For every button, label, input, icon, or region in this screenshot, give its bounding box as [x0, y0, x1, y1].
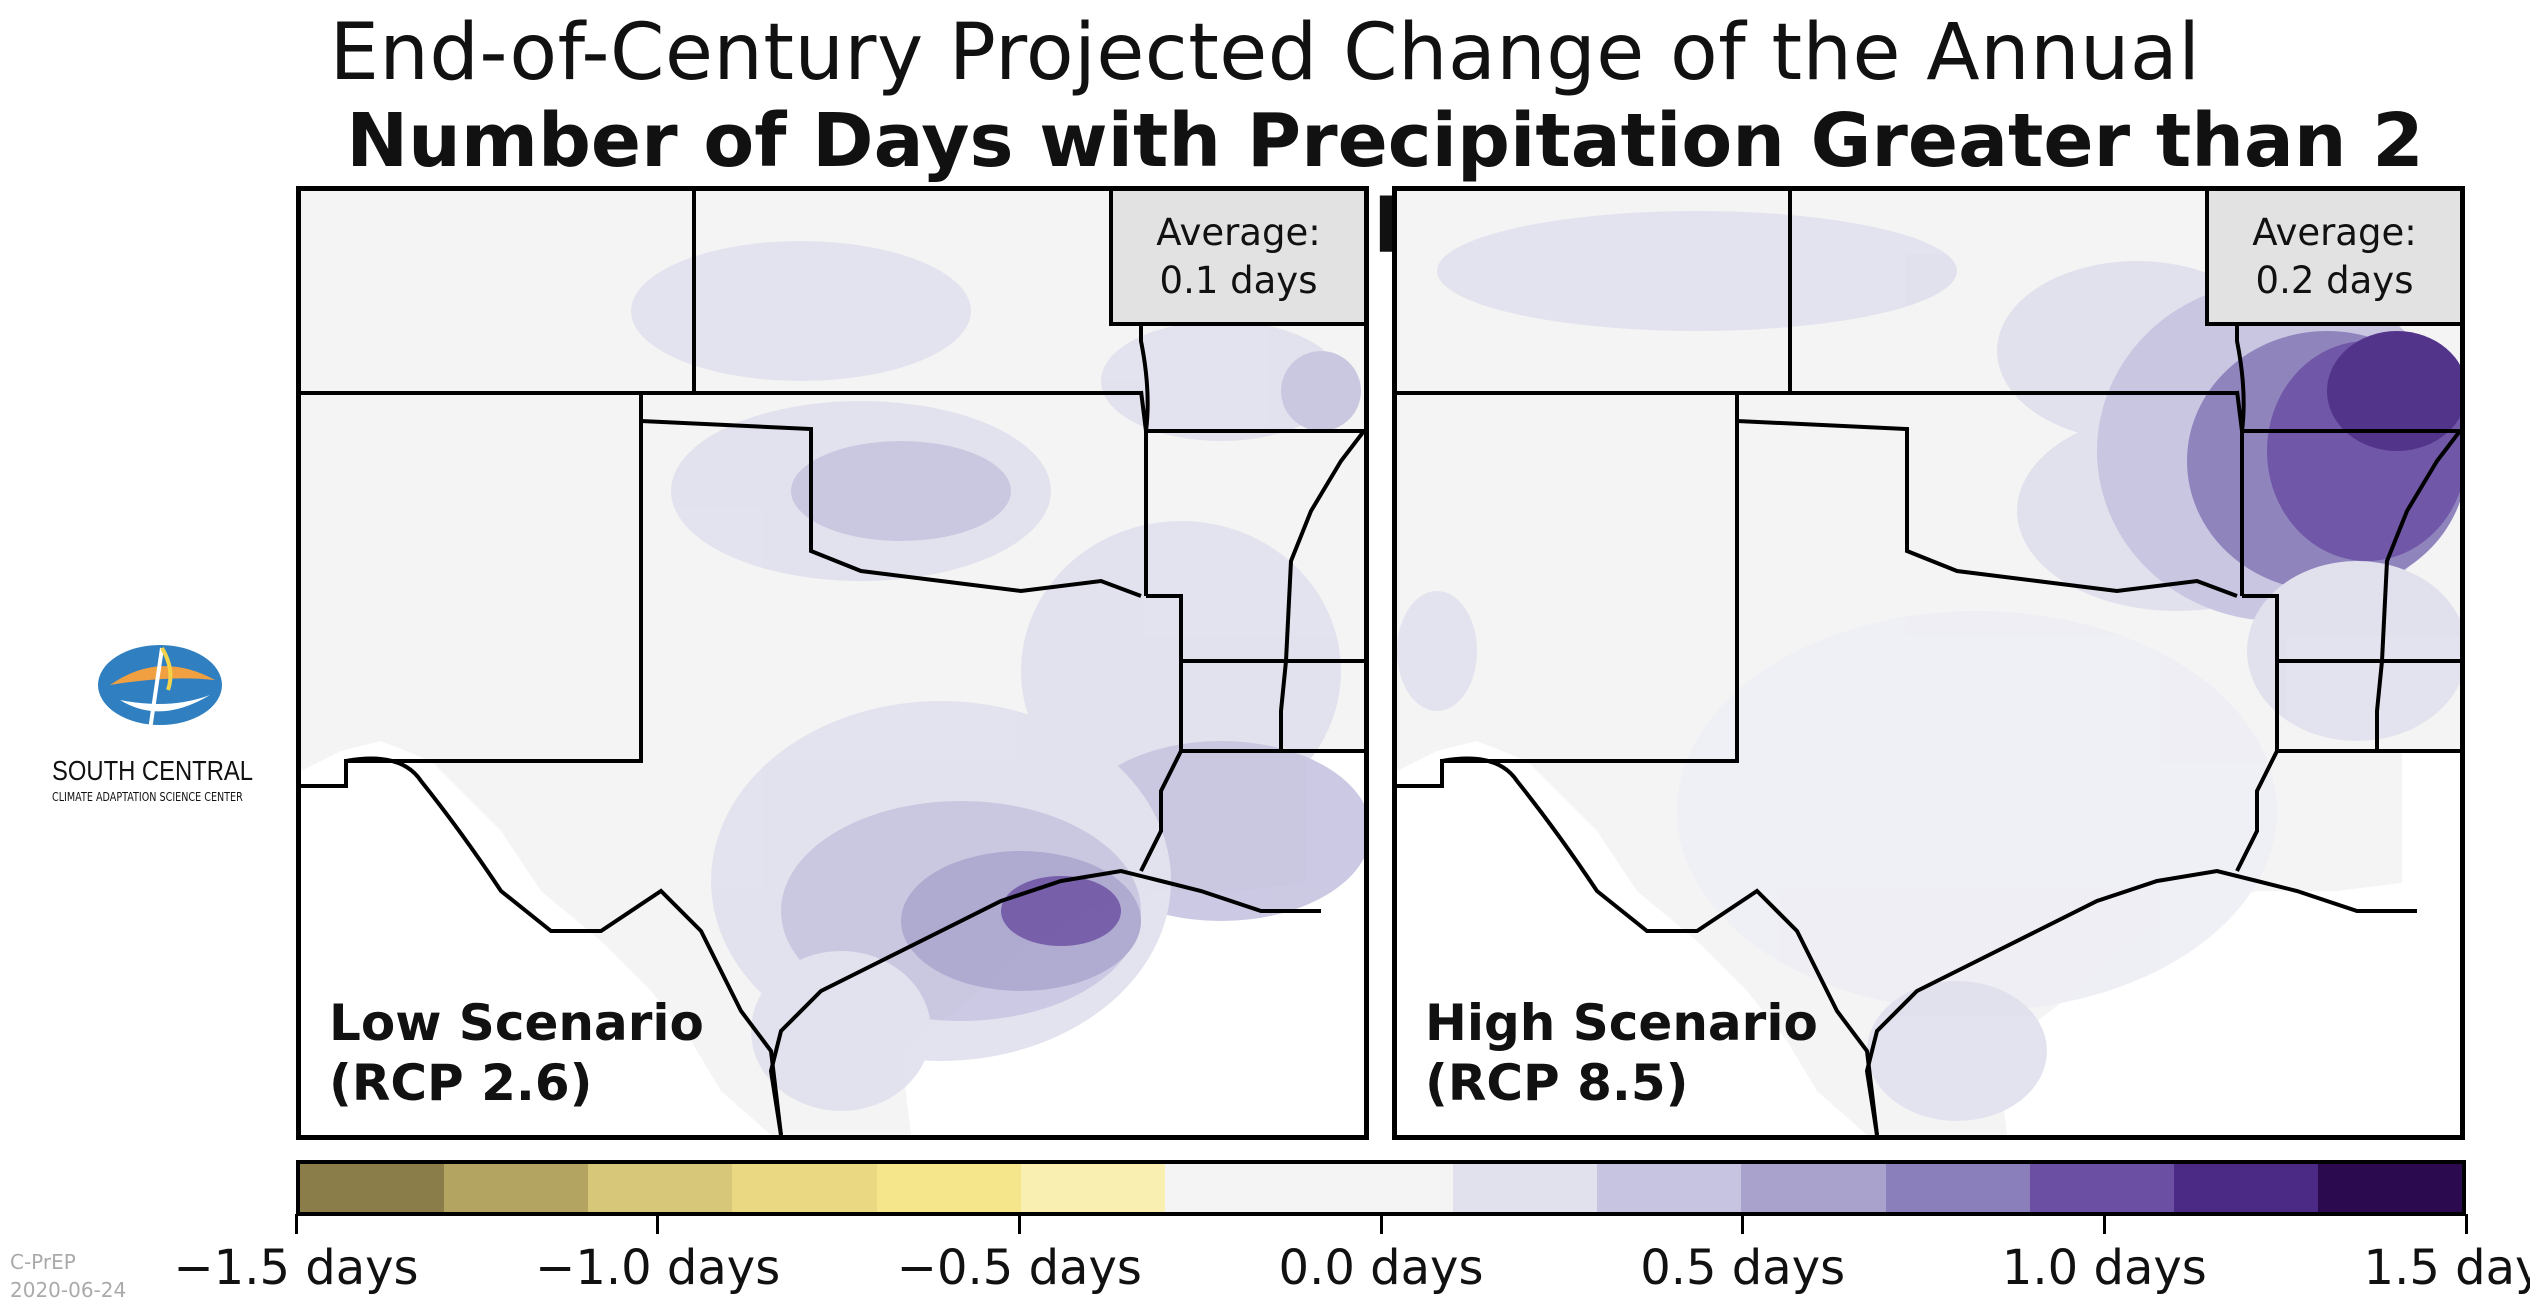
scenario-label-high: High Scenario (RCP 8.5) — [1425, 993, 1818, 1113]
colorbar-tick-label: 1.5 days — [2363, 1240, 2530, 1296]
scenario-name-low: Low Scenario — [329, 994, 704, 1052]
scenario-name-high: High Scenario — [1425, 994, 1818, 1052]
colorbar-segment — [732, 1164, 877, 1212]
colorbar-tick-label: −1.0 days — [535, 1240, 781, 1296]
logo-subtitle: CLIMATE ADAPTATION SCIENCE CENTER — [52, 790, 243, 804]
colorbar-tick — [2464, 1214, 2468, 1234]
average-box-high: Average: 0.2 days — [2205, 191, 2460, 326]
colorbar-segment — [1164, 1164, 1309, 1212]
colorbar-segment — [2173, 1164, 2318, 1212]
colorbar-tick — [2102, 1214, 2106, 1234]
high-scenario-map-panel: Average: 0.2 days High Scenario (RCP 8.5… — [1392, 186, 2465, 1140]
colorbar-segment — [300, 1164, 445, 1212]
south-central-casc-logo — [98, 645, 222, 731]
credit-line-2: 2020-06-24 — [10, 1278, 127, 1302]
colorbar — [296, 1160, 2466, 1216]
colorbar-segment — [1308, 1164, 1454, 1212]
colorbar-segment — [1597, 1164, 1742, 1212]
colorbar-tick-label: 1.0 days — [2001, 1240, 2207, 1296]
colorbar-tick — [1741, 1214, 1745, 1234]
colorbar-segment — [2029, 1164, 2174, 1212]
average-box-low: Average: 0.1 days — [1109, 191, 1364, 326]
colorbar-segment — [444, 1164, 589, 1212]
scenario-rcp-low: (RCP 2.6) — [329, 1054, 593, 1112]
colorbar-segment — [588, 1164, 733, 1212]
average-label-high: Average: — [2252, 211, 2417, 254]
logo-name: SOUTH CENTRAL — [52, 755, 253, 786]
colorbar-segment — [1741, 1164, 1886, 1212]
colorbar-segment — [1453, 1164, 1598, 1212]
colorbar-tick — [1379, 1214, 1383, 1234]
credit-line-1: C-PrEP — [10, 1250, 76, 1274]
scenario-rcp-high: (RCP 8.5) — [1425, 1054, 1689, 1112]
title-line-1: End-of-Century Projected Change of the A… — [329, 8, 2201, 98]
low-scenario-map — [301, 191, 1364, 1135]
colorbar-tick-label: 0.5 days — [1640, 1240, 1846, 1296]
colorbar-segment — [2317, 1164, 2463, 1212]
colorbar-tick — [1017, 1214, 1021, 1234]
high-scenario-map — [1397, 191, 2460, 1135]
low-scenario-map-panel: Average: 0.1 days Low Scenario (RCP 2.6) — [296, 186, 1369, 1140]
colorbar-segment — [1885, 1164, 2030, 1212]
average-value-low: 0.1 days — [1159, 259, 1318, 302]
average-value-high: 0.2 days — [2255, 259, 2414, 302]
colorbar-segment — [1020, 1164, 1165, 1212]
colorbar-segment — [876, 1164, 1021, 1212]
colorbar-tick-label: −1.5 days — [173, 1240, 419, 1296]
colorbar-tick-label: −0.5 days — [896, 1240, 1142, 1296]
average-label-low: Average: — [1156, 211, 1321, 254]
colorbar-tick — [294, 1214, 298, 1234]
colorbar-tick-label: 0.0 days — [1278, 1240, 1484, 1296]
scenario-label-low: Low Scenario (RCP 2.6) — [329, 993, 704, 1113]
colorbar-tick — [656, 1214, 660, 1234]
